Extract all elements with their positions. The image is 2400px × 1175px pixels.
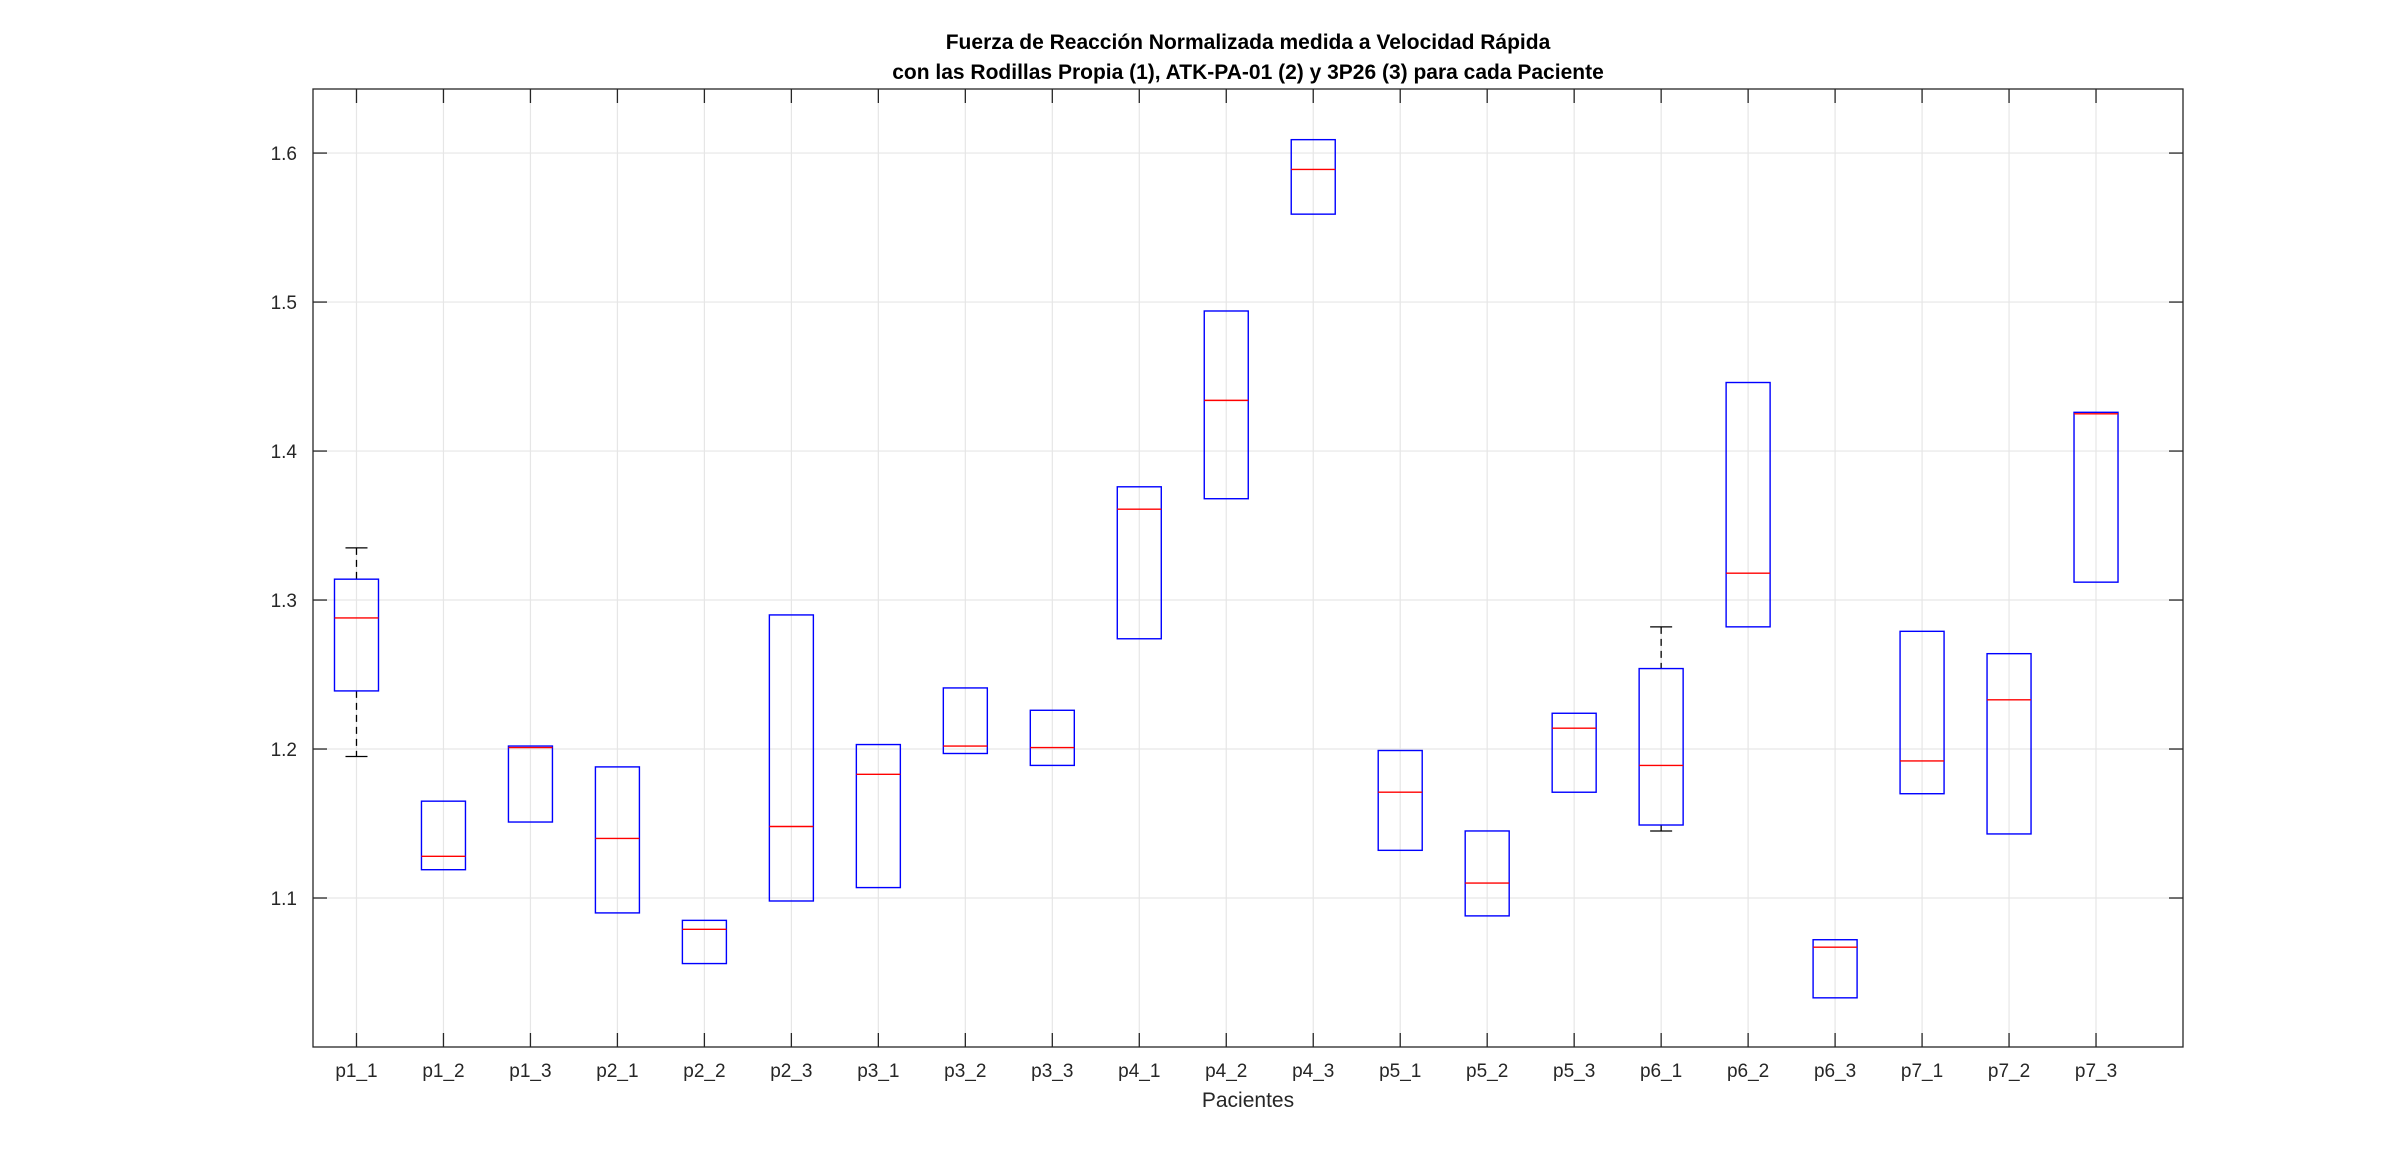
x-tick-label: p6_3 xyxy=(1814,1061,1856,1082)
box-p2_3 xyxy=(768,614,815,902)
iqr-box xyxy=(942,687,989,755)
x-tick-label: p4_2 xyxy=(1205,1061,1247,1082)
box-p1_2 xyxy=(420,800,467,871)
x-tick-label: p1_2 xyxy=(422,1061,464,1082)
y-tick-label: 1.6 xyxy=(271,144,297,165)
iqr-box xyxy=(1203,310,1249,500)
iqr-box xyxy=(1377,749,1423,852)
x-tick-label: p6_2 xyxy=(1727,1061,1769,1082)
iqr-box xyxy=(507,745,554,823)
y-tick-label: 1.3 xyxy=(271,591,297,612)
x-tick-label: p5_1 xyxy=(1379,1061,1421,1082)
iqr-box xyxy=(420,800,467,871)
x-tick-label: p4_3 xyxy=(1292,1061,1334,1082)
y-tick-label: 1.4 xyxy=(271,442,298,463)
box-p7_3 xyxy=(2073,411,2119,583)
iqr-box xyxy=(1464,830,1510,917)
x-tick-label: p5_2 xyxy=(1466,1061,1508,1082)
box-p5_2 xyxy=(1464,830,1510,917)
x-tick-label: p1_1 xyxy=(335,1061,377,1082)
iqr-box xyxy=(768,614,815,902)
box-p6_3 xyxy=(1812,939,1858,999)
x-tick-label: p4_1 xyxy=(1118,1061,1160,1082)
box-p7_2 xyxy=(1986,652,2032,835)
x-tick-label: p7_1 xyxy=(1901,1061,1943,1082)
iqr-box xyxy=(2073,411,2119,583)
chart-title-line-2: con las Rodillas Propia (1), ATK-PA-01 (… xyxy=(892,61,1604,84)
box-p2_1 xyxy=(594,766,641,914)
iqr-box xyxy=(1812,939,1858,999)
iqr-box xyxy=(1116,486,1162,640)
iqr-box xyxy=(1638,667,1684,826)
x-tick-label: p2_1 xyxy=(596,1061,638,1082)
x-tick-label: p6_1 xyxy=(1640,1061,1682,1082)
x-tick-label: p1_3 xyxy=(509,1061,551,1082)
iqr-box xyxy=(855,743,902,889)
iqr-box xyxy=(1551,712,1597,793)
grid-lines xyxy=(313,89,2183,1047)
box-p6_2 xyxy=(1725,381,1771,628)
box-series xyxy=(333,138,2119,999)
box-p2_2 xyxy=(681,919,728,965)
iqr-box xyxy=(681,919,728,965)
box-p1_1 xyxy=(333,547,380,758)
y-tick-label: 1.5 xyxy=(271,293,297,314)
x-tick-label: p3_2 xyxy=(944,1061,986,1082)
box-p7_1 xyxy=(1899,630,1945,795)
x-tick-label: p2_2 xyxy=(683,1061,725,1082)
iqr-box xyxy=(1725,381,1771,628)
y-tick-label: 1.1 xyxy=(271,889,297,910)
axes-frame xyxy=(312,88,2184,1048)
y-tick-label: 1.2 xyxy=(271,740,297,761)
x-tick-label: p7_3 xyxy=(2075,1061,2117,1082)
axis-ticks: 1.1 1.2 1.3 1.4 1.5 1.6 p1_1 p1_2 p1_3 p2_1 p2_2 p2… xyxy=(271,89,2183,1082)
box-p1_3 xyxy=(507,745,554,823)
iqr-box xyxy=(333,578,380,692)
box-p5_1 xyxy=(1377,749,1423,852)
box-p3_1 xyxy=(855,743,902,889)
box-p6_1 xyxy=(1638,626,1684,832)
box-p3_2 xyxy=(942,687,989,755)
x-tick-label: p3_3 xyxy=(1031,1061,1073,1082)
chart-title-line-1: Fuerza de Reacción Normalizada medida a … xyxy=(946,31,1551,54)
box-p4_3 xyxy=(1290,138,1336,215)
box-p4_1 xyxy=(1116,486,1162,640)
box-p5_3 xyxy=(1551,712,1597,793)
x-tick-label: p7_2 xyxy=(1988,1061,2030,1082)
x-tick-label: p2_3 xyxy=(770,1061,812,1082)
iqr-box xyxy=(1029,709,1076,767)
x-tick-label: p3_1 xyxy=(857,1061,899,1082)
box-p3_3 xyxy=(1029,709,1076,767)
iqr-box xyxy=(1290,138,1336,215)
iqr-box xyxy=(594,766,641,914)
iqr-box xyxy=(1986,652,2032,835)
iqr-box xyxy=(1899,630,1945,795)
box-p4_2 xyxy=(1203,310,1249,500)
x-axis-label: Pacientes xyxy=(1202,1089,1294,1112)
x-tick-label: p5_3 xyxy=(1553,1061,1595,1082)
